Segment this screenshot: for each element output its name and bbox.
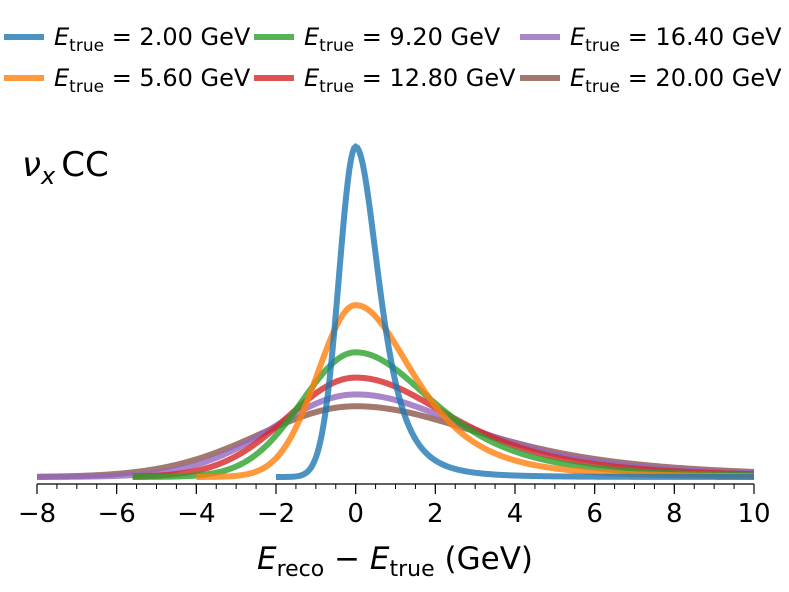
legend-label-2: Etrue = 5.60 GeV xyxy=(54,64,251,97)
x-tick-label: −8 xyxy=(18,499,56,529)
panel-annotation: νx CC xyxy=(22,145,109,190)
legend-label-1: Etrue = 2.00 GeV xyxy=(54,23,251,56)
legend-label-4: Etrue = 12.80 GeV xyxy=(304,64,516,97)
x-tick-label: 2 xyxy=(427,499,444,529)
x-axis-label: Ereco − Etrue (GeV) xyxy=(257,541,533,582)
x-tick-label: 8 xyxy=(666,499,683,529)
legend-label-6: Etrue = 20.00 GeV xyxy=(570,64,782,97)
legend-label-3: Etrue = 9.20 GeV xyxy=(304,23,501,56)
legend: Etrue = 2.00 GeV Etrue = 5.60 GeV Etrue = … xyxy=(4,23,782,97)
series-line-2 xyxy=(196,302,755,480)
series-line-1 xyxy=(275,143,754,480)
plot-area xyxy=(36,143,755,480)
x-tick-label: −2 xyxy=(257,499,295,529)
series-line-5 xyxy=(37,391,755,480)
x-tick-label: 4 xyxy=(507,499,524,529)
x-tick-label: 6 xyxy=(586,499,603,529)
x-axis: −8 −6 −4 −2 0 2 4 6 8 10 xyxy=(18,483,771,529)
x-tick-label: 0 xyxy=(347,499,364,529)
x-tick-label: −6 xyxy=(98,499,136,529)
x-tick-label: −4 xyxy=(177,499,215,529)
x-tick-label: 10 xyxy=(737,499,770,529)
legend-label-5: Etrue = 16.40 GeV xyxy=(570,23,782,56)
